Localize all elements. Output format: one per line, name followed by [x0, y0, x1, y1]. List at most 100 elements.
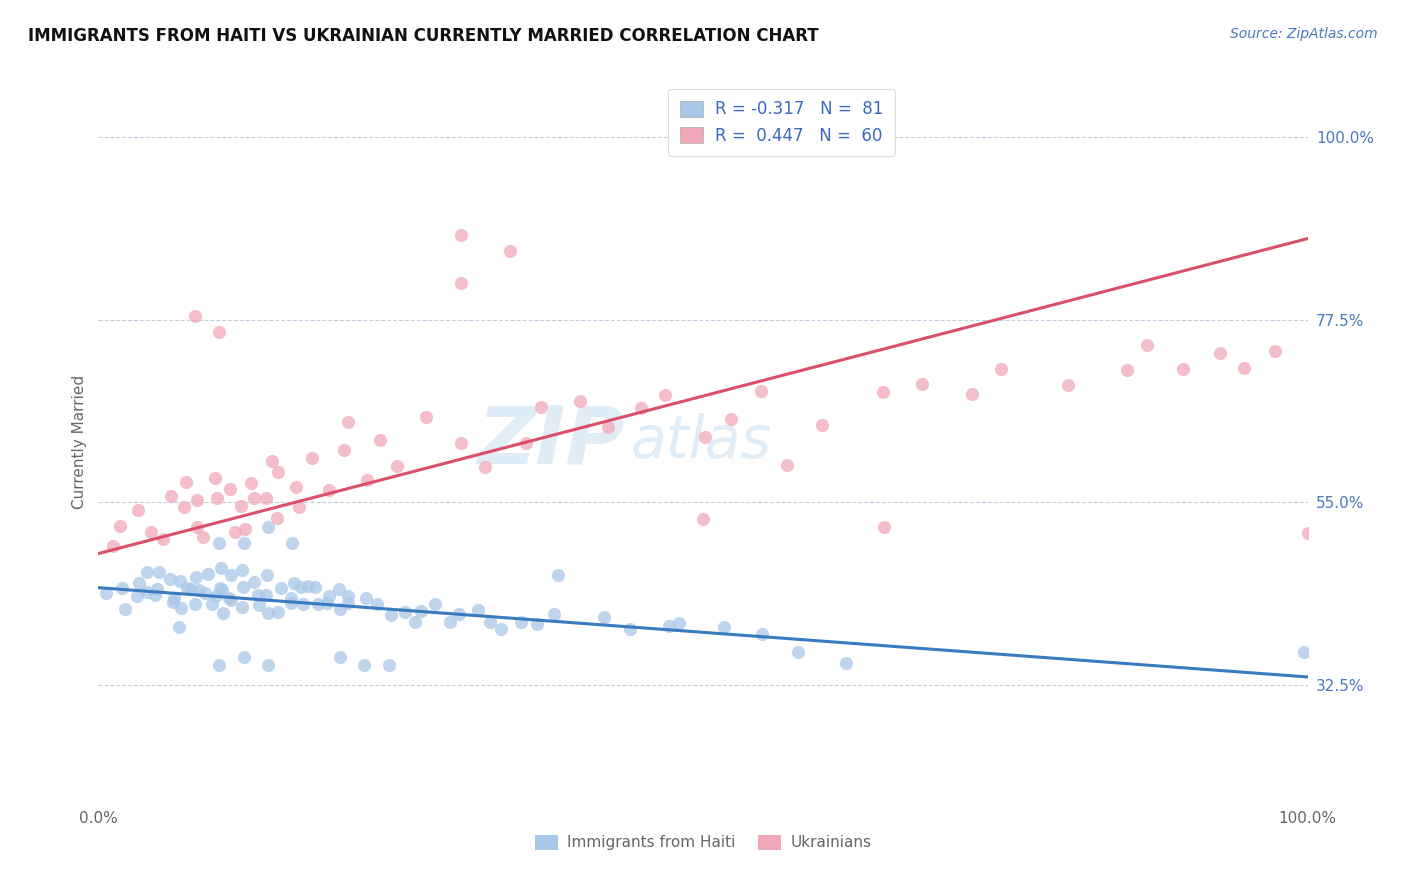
Point: [239, 475, 262, 490]
Point: [260, 453, 283, 467]
Point: [197, 567, 219, 582]
Point: [366, 597, 388, 611]
Point: [191, 530, 214, 544]
Point: [498, 244, 520, 258]
Point: [1209, 346, 1232, 360]
Point: [243, 574, 266, 589]
Y-axis label: Currently Married: Currently Married: [72, 375, 87, 508]
Point: [143, 588, 166, 602]
Point: [692, 511, 714, 525]
Point: [231, 499, 253, 513]
Text: ZIP: ZIP: [477, 402, 624, 481]
Point: [180, 582, 202, 597]
Point: [658, 619, 681, 633]
Point: [568, 393, 591, 408]
Point: [96, 586, 118, 600]
Point: [254, 491, 277, 505]
Point: [108, 519, 131, 533]
Point: [316, 596, 339, 610]
Point: [911, 377, 934, 392]
Point: [409, 604, 432, 618]
Point: [128, 576, 150, 591]
Point: [232, 649, 254, 664]
Point: [204, 589, 226, 603]
Point: [960, 387, 983, 401]
Point: [247, 588, 270, 602]
Point: [173, 500, 195, 514]
Point: [510, 615, 533, 630]
Point: [208, 325, 231, 339]
Point: [385, 459, 408, 474]
Point: [873, 520, 896, 534]
Point: [232, 536, 254, 550]
Point: [162, 595, 184, 609]
Point: [219, 482, 242, 496]
Point: [256, 567, 278, 582]
Point: [336, 597, 359, 611]
Text: IMMIGRANTS FROM HAITI VS UKRAINIAN CURRENTLY MARRIED CORRELATION CHART: IMMIGRANTS FROM HAITI VS UKRAINIAN CURRE…: [28, 27, 818, 45]
Text: Source: ZipAtlas.com: Source: ZipAtlas.com: [1230, 27, 1378, 41]
Point: [204, 471, 226, 485]
Point: [256, 520, 278, 534]
Point: [318, 589, 340, 603]
Point: [377, 657, 399, 672]
Point: [174, 475, 197, 489]
Point: [247, 598, 270, 612]
Point: [270, 581, 292, 595]
Point: [125, 589, 148, 603]
Point: [208, 582, 231, 596]
Point: [284, 480, 307, 494]
Point: [810, 417, 832, 432]
Point: [776, 458, 799, 472]
Point: [280, 596, 302, 610]
Point: [211, 582, 233, 597]
Point: [333, 442, 356, 457]
Point: [318, 483, 340, 497]
Point: [212, 606, 235, 620]
Point: [380, 608, 402, 623]
Point: [619, 622, 641, 636]
Point: [167, 620, 190, 634]
Point: [152, 532, 174, 546]
Point: [200, 597, 222, 611]
Point: [474, 459, 496, 474]
Point: [207, 491, 229, 505]
Point: [787, 645, 810, 659]
Point: [254, 588, 277, 602]
Point: [1171, 361, 1194, 376]
Point: [243, 491, 266, 505]
Point: [547, 568, 569, 582]
Point: [256, 657, 278, 672]
Point: [693, 430, 716, 444]
Point: [194, 585, 217, 599]
Point: [135, 565, 157, 579]
Point: [336, 415, 359, 429]
Point: [186, 492, 208, 507]
Point: [127, 503, 149, 517]
Point: [1294, 645, 1316, 659]
Point: [447, 607, 470, 622]
Point: [267, 465, 290, 479]
Point: [404, 615, 426, 629]
Point: [1233, 361, 1256, 376]
Point: [232, 581, 254, 595]
Point: [598, 419, 620, 434]
Point: [478, 615, 501, 629]
Point: [148, 565, 170, 579]
Point: [159, 572, 181, 586]
Text: atlas: atlas: [630, 413, 772, 470]
Point: [208, 536, 231, 550]
Point: [835, 656, 858, 670]
Point: [141, 525, 163, 540]
Point: [1264, 344, 1286, 359]
Point: [593, 610, 616, 624]
Point: [328, 582, 350, 596]
Point: [283, 576, 305, 591]
Point: [231, 563, 253, 577]
Legend: Immigrants from Haiti, Ukrainians: Immigrants from Haiti, Ukrainians: [529, 829, 877, 856]
Point: [257, 606, 280, 620]
Point: [439, 615, 461, 629]
Point: [1136, 338, 1159, 352]
Point: [515, 435, 537, 450]
Point: [188, 582, 211, 597]
